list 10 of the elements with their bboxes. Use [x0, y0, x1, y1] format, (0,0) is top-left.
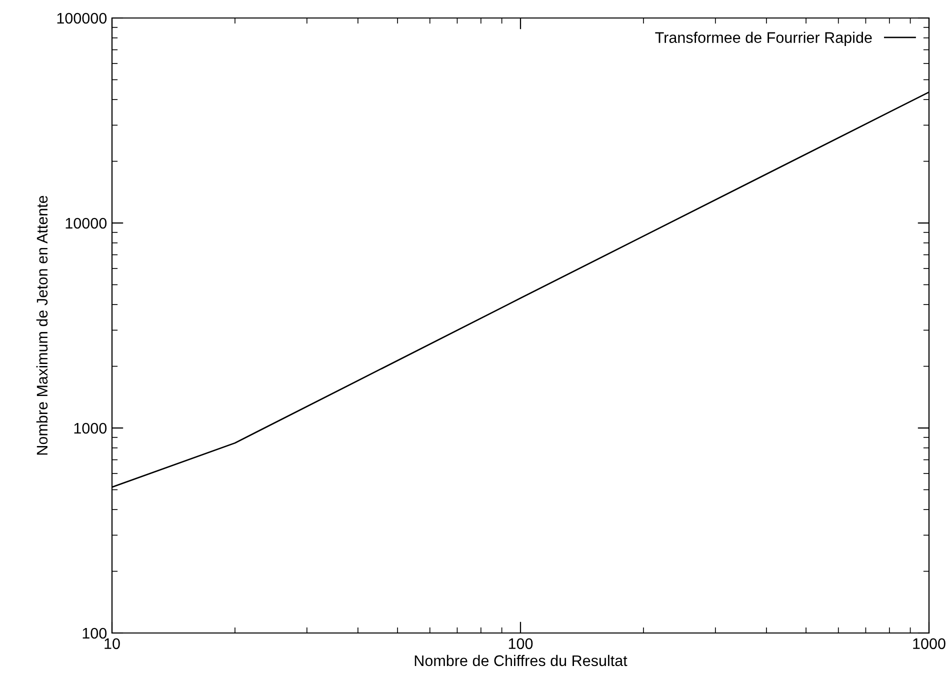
y-tick-label: 1000 [74, 422, 107, 434]
x-tick-label: 10 [104, 638, 120, 650]
y-tick-label: 10000 [66, 218, 107, 229]
y-axis-title: Nombre Maximum de Jeton en Attente [36, 196, 48, 455]
x-tick-label: 1000 [913, 638, 946, 650]
y-tick-label: 100000 [57, 12, 107, 24]
x-axis-title: Nombre de Chiffres du Resultat [414, 654, 628, 666]
x-tick-label: 100 [508, 638, 533, 650]
legend-label: Transformee de Fourrier Rapide [655, 32, 872, 46]
y-tick-label: 100 [82, 628, 107, 639]
